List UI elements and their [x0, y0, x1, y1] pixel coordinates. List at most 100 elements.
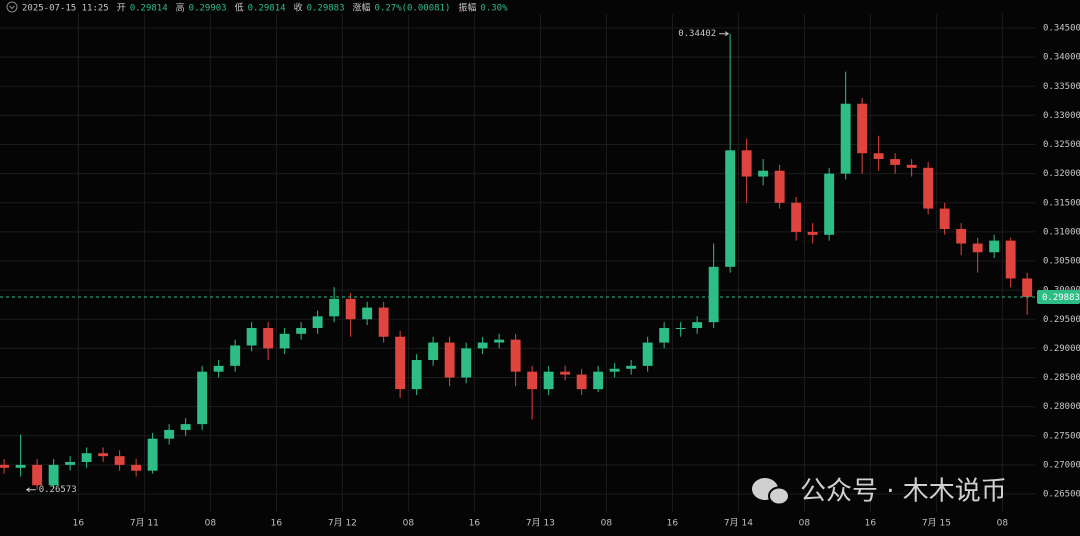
min-label: 0.26573 — [39, 485, 77, 495]
candle-body — [65, 461, 76, 465]
candle-body — [1022, 278, 1033, 297]
y-tick-label: 0.33000 — [1043, 111, 1080, 121]
candle-body — [626, 365, 637, 369]
candle-body — [246, 327, 257, 346]
candle-body — [345, 298, 356, 320]
candle-body — [329, 298, 340, 317]
candle-body — [543, 371, 554, 390]
candle-body — [164, 429, 175, 439]
candle-body — [114, 456, 125, 465]
watermark-text: 公众号 · 木木说币 — [800, 477, 1007, 507]
overlay: 0.29883 0.34402 0.26573 — [0, 29, 1080, 495]
candles — [0, 33, 1033, 490]
header-label: 涨幅 — [353, 1, 371, 13]
header-label: 收 — [294, 1, 303, 13]
candle-body — [890, 159, 901, 165]
candle-body — [296, 327, 307, 334]
candle-body — [807, 231, 818, 235]
y-tick-label: 0.29000 — [1043, 344, 1080, 354]
candle-body — [81, 453, 92, 462]
candle-body — [906, 164, 917, 168]
x-tick-label: 08 — [403, 519, 415, 529]
y-tick-label: 0.30500 — [1043, 257, 1080, 267]
y-tick-label: 0.27500 — [1043, 431, 1080, 441]
last-price-label: 0.29883 — [1042, 293, 1080, 303]
candle-body — [312, 316, 323, 328]
candle-body — [857, 103, 868, 154]
annotation-arrow — [25, 487, 36, 493]
y-tick-label: 0.32500 — [1043, 140, 1080, 150]
candle-body — [708, 266, 719, 323]
candle-body — [527, 371, 538, 390]
y-tick-label: 0.32000 — [1043, 169, 1080, 179]
candle-body — [576, 374, 587, 390]
candle-body — [774, 170, 785, 203]
candle-body — [444, 342, 455, 378]
x-tick-label: 08 — [799, 519, 811, 529]
y-tick-label: 0.29500 — [1043, 315, 1080, 325]
x-tick-label: 7月 12 — [328, 518, 357, 529]
header-value: 0.29903 — [189, 3, 227, 13]
header-label: 开 — [117, 2, 126, 13]
candle-body — [939, 208, 950, 229]
candle-body — [32, 464, 43, 486]
candle-body — [131, 464, 142, 471]
x-tick-label: 16 — [469, 519, 481, 529]
y-tick-label: 0.26500 — [1043, 490, 1080, 500]
candle-body — [180, 424, 191, 430]
candle-body — [510, 339, 521, 372]
x-tick-label: 7月 14 — [724, 518, 753, 529]
header-value: 0.29814 — [130, 3, 168, 13]
candle-body — [411, 360, 422, 390]
header-label: 振幅 — [458, 1, 476, 13]
candle-body — [230, 345, 241, 366]
candle-body — [428, 342, 439, 361]
candle-body — [824, 173, 835, 235]
x-tick-label: 7月 15 — [922, 518, 951, 529]
y-tick-label: 0.34500 — [1043, 24, 1080, 34]
candle-body — [840, 103, 851, 174]
x-tick-label: 7月 11 — [130, 518, 159, 529]
y-tick-label: 0.31000 — [1043, 227, 1080, 237]
candle-body — [989, 240, 1000, 253]
x-tick-label: 08 — [997, 519, 1009, 529]
candle-body — [593, 371, 604, 390]
candle-body — [791, 202, 802, 232]
watermark-icon — [768, 486, 790, 506]
y-tick-label: 0.28000 — [1043, 402, 1080, 412]
menu-icon[interactable] — [6, 1, 18, 13]
candle-body — [642, 342, 653, 366]
last-price-tag — [1037, 289, 1080, 304]
candle-body — [741, 150, 752, 177]
annotation-arrow — [719, 31, 730, 37]
candle-body — [98, 453, 109, 457]
candle-body — [692, 322, 703, 328]
header-value: 0.30% — [480, 3, 508, 13]
candle-body — [279, 333, 290, 349]
candle-body — [461, 348, 472, 378]
candle-body — [972, 243, 983, 253]
candle-body — [560, 371, 571, 375]
candle-body — [395, 336, 406, 390]
header: 2025-07-15 11:25 开 0.29814 高 0.29903 低 0.29814… — [22, 1, 508, 13]
header-time: 2025-07-15 11:25 — [22, 3, 109, 13]
candle-body — [0, 464, 10, 468]
y-tick-label: 0.33500 — [1043, 82, 1080, 92]
candle-body — [147, 438, 158, 471]
header-value: 0.27%(0.00081) — [375, 3, 451, 13]
y-tick-label: 0.34000 — [1043, 53, 1080, 63]
candle-body — [659, 327, 670, 343]
y-tick-label: 0.31500 — [1043, 198, 1080, 208]
x-tick-label: 7月 13 — [526, 518, 555, 529]
x-tick-label: 16 — [865, 519, 877, 529]
candle-body — [956, 228, 967, 244]
x-tick-label: 08 — [205, 519, 217, 529]
header-label: 低 — [235, 1, 244, 13]
x-tick-label: 16 — [271, 519, 283, 529]
candle-body — [609, 368, 620, 372]
candle-body — [197, 371, 208, 425]
candle-body — [1005, 240, 1016, 279]
header-value: 0.29814 — [248, 3, 286, 13]
y-tick-label: 0.28500 — [1043, 373, 1080, 383]
